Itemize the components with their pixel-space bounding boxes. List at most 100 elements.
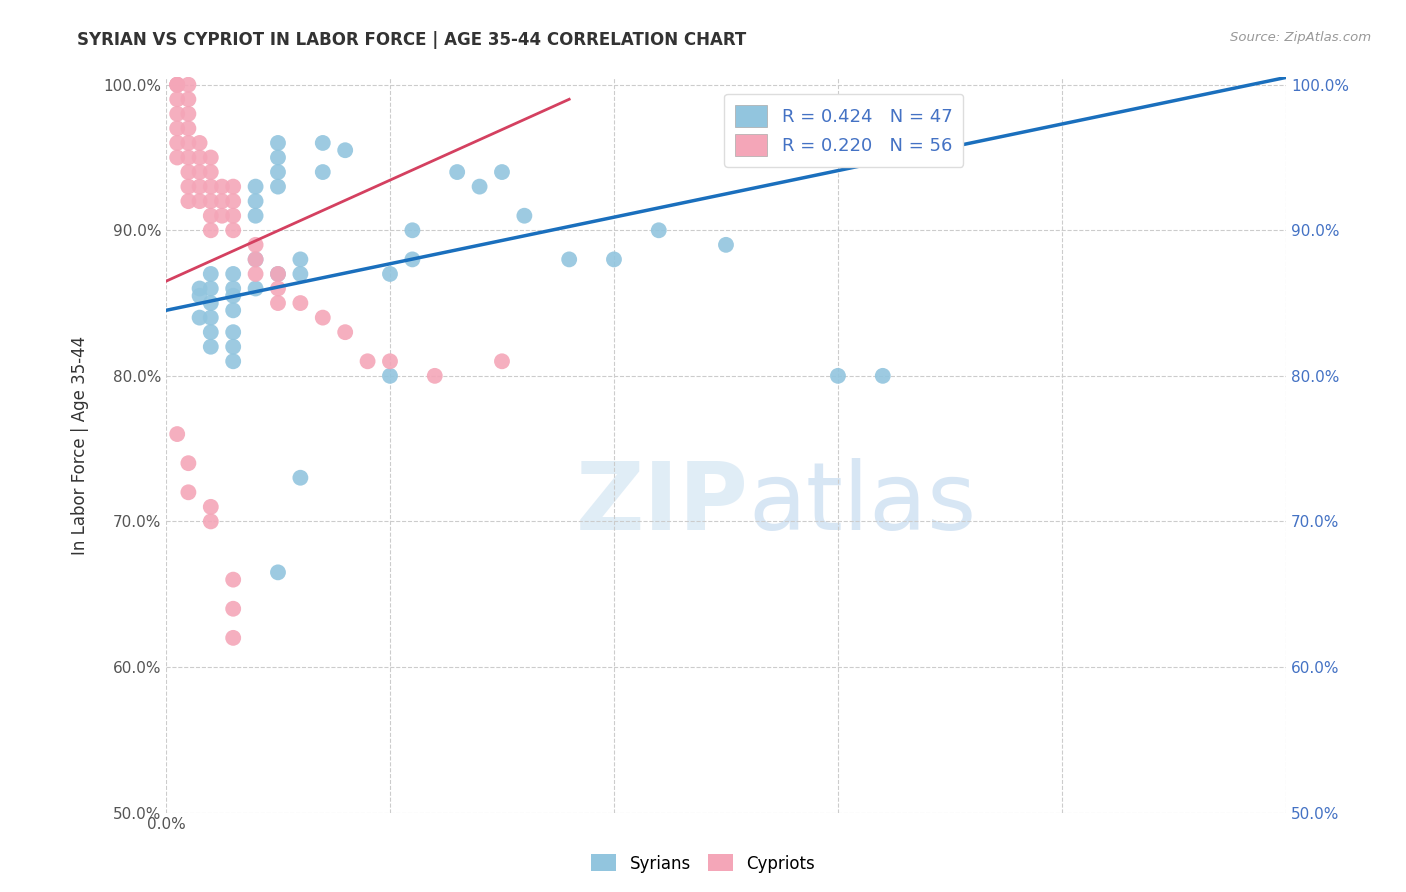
Point: [267, 136, 290, 150]
Point: [188, 179, 211, 194]
Point: [200, 179, 222, 194]
Point: [222, 303, 245, 318]
Point: [491, 165, 513, 179]
Point: [200, 310, 222, 325]
Point: [648, 223, 671, 237]
Point: [245, 281, 267, 295]
Point: [267, 296, 290, 310]
Text: atlas: atlas: [748, 458, 977, 549]
Point: [166, 427, 188, 442]
Point: [222, 267, 245, 281]
Point: [446, 165, 468, 179]
Point: [245, 252, 267, 267]
Point: [245, 267, 267, 281]
Point: [200, 325, 222, 339]
Point: [290, 267, 312, 281]
Point: [267, 151, 290, 165]
Point: [166, 121, 188, 136]
Point: [872, 368, 894, 383]
Point: [200, 194, 222, 209]
Point: [267, 179, 290, 194]
Text: SYRIAN VS CYPRIOT IN LABOR FORCE | AGE 35-44 CORRELATION CHART: SYRIAN VS CYPRIOT IN LABOR FORCE | AGE 3…: [77, 31, 747, 49]
Point: [401, 223, 423, 237]
Point: [166, 136, 188, 150]
Point: [423, 368, 446, 383]
Point: [188, 194, 211, 209]
Point: [603, 252, 626, 267]
Point: [222, 223, 245, 237]
Point: [290, 296, 312, 310]
Legend: Syrians, Cypriots: Syrians, Cypriots: [585, 847, 821, 880]
Text: ZIP: ZIP: [575, 458, 748, 549]
Point: [200, 209, 222, 223]
Point: [245, 179, 267, 194]
Point: [468, 179, 491, 194]
Point: [714, 237, 737, 252]
Point: [312, 165, 335, 179]
Text: Source: ZipAtlas.com: Source: ZipAtlas.com: [1230, 31, 1371, 45]
Point: [267, 267, 290, 281]
Point: [166, 107, 188, 121]
Point: [211, 194, 233, 209]
Point: [827, 368, 849, 383]
Point: [166, 151, 188, 165]
Point: [222, 325, 245, 339]
Point: [177, 78, 200, 92]
Point: [267, 165, 290, 179]
Point: [177, 136, 200, 150]
Point: [200, 223, 222, 237]
Point: [211, 179, 233, 194]
Point: [356, 354, 378, 368]
Point: [401, 252, 423, 267]
Point: [200, 267, 222, 281]
Point: [378, 354, 401, 368]
Point: [166, 78, 188, 92]
Point: [177, 165, 200, 179]
Point: [200, 165, 222, 179]
Point: [200, 296, 222, 310]
Point: [177, 151, 200, 165]
Point: [200, 500, 222, 514]
Point: [177, 485, 200, 500]
Point: [335, 325, 357, 339]
Point: [312, 136, 335, 150]
Point: [188, 165, 211, 179]
Point: [245, 209, 267, 223]
Point: [188, 281, 211, 295]
Point: [188, 151, 211, 165]
Point: [177, 107, 200, 121]
Point: [378, 267, 401, 281]
Point: [188, 310, 211, 325]
Point: [177, 456, 200, 470]
Point: [200, 151, 222, 165]
Point: [200, 281, 222, 295]
Point: [222, 179, 245, 194]
Point: [513, 209, 536, 223]
Y-axis label: In Labor Force | Age 35-44: In Labor Force | Age 35-44: [72, 335, 89, 555]
Point: [245, 237, 267, 252]
Point: [267, 267, 290, 281]
Point: [491, 354, 513, 368]
Point: [222, 209, 245, 223]
Point: [222, 281, 245, 295]
Point: [200, 515, 222, 529]
Point: [335, 143, 357, 157]
Point: [166, 92, 188, 106]
Point: [222, 194, 245, 209]
Point: [177, 194, 200, 209]
Point: [222, 289, 245, 303]
Point: [245, 252, 267, 267]
Point: [222, 354, 245, 368]
Point: [267, 281, 290, 295]
Point: [177, 121, 200, 136]
Point: [177, 179, 200, 194]
Point: [188, 289, 211, 303]
Point: [222, 631, 245, 645]
Point: [245, 194, 267, 209]
Point: [290, 252, 312, 267]
Point: [177, 92, 200, 106]
Point: [166, 78, 188, 92]
Point: [222, 340, 245, 354]
Point: [166, 78, 188, 92]
Point: [222, 573, 245, 587]
